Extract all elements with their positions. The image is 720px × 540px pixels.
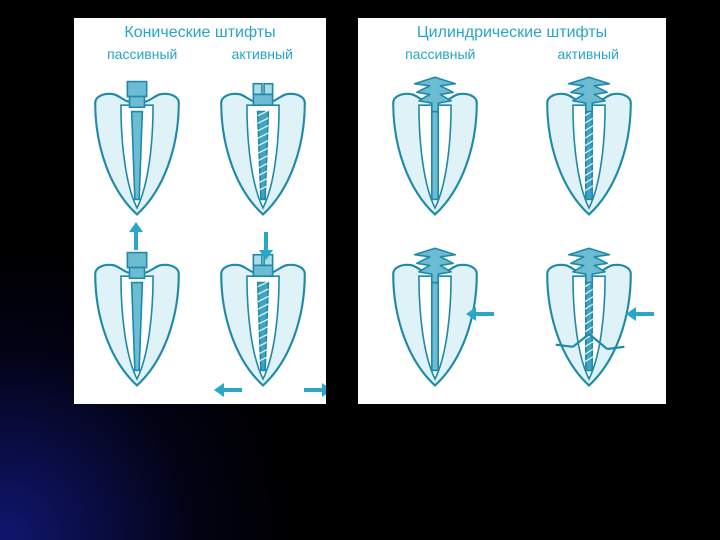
label-passive: пассивный — [107, 46, 177, 62]
diagram-cell — [512, 62, 666, 233]
tooth-diagram — [380, 73, 490, 223]
tooth-diagram — [534, 73, 644, 223]
arrow-left-icon — [224, 388, 242, 392]
tooth-diagram — [208, 244, 318, 394]
cylindrical-grid — [358, 62, 666, 404]
tooth-diagram — [82, 244, 192, 394]
panel-cylindrical: Цилиндрические штифты пассивный активный — [358, 18, 666, 404]
tooth-diagram — [82, 73, 192, 223]
label-passive: пассивный — [405, 46, 475, 62]
panel-cylindrical-sublabels: пассивный активный — [358, 46, 666, 62]
diagram-cell — [358, 62, 512, 233]
arrow-right-icon — [304, 388, 322, 392]
slide-stage: Конические штифты пассивный активный — [0, 0, 720, 540]
arrow-left-icon — [636, 312, 654, 316]
diagram-cell — [74, 62, 200, 233]
diagram-cell — [512, 233, 666, 404]
panel-conical-title: Конические штифты — [74, 18, 326, 42]
diagram-cell — [200, 62, 326, 233]
arrow-left-icon — [476, 312, 494, 316]
conical-grid — [74, 62, 326, 404]
arrow-down-icon — [264, 232, 268, 250]
diagram-cell — [74, 233, 200, 404]
label-active: активный — [232, 46, 293, 62]
label-active: активный — [558, 46, 619, 62]
tooth-diagram — [208, 73, 318, 223]
panel-conical-sublabels: пассивный активный — [74, 46, 326, 62]
panel-cylindrical-title: Цилиндрические штифты — [358, 18, 666, 42]
arrow-up-icon — [134, 232, 138, 250]
diagram-cell — [358, 233, 512, 404]
panel-conical: Конические штифты пассивный активный — [74, 18, 326, 404]
